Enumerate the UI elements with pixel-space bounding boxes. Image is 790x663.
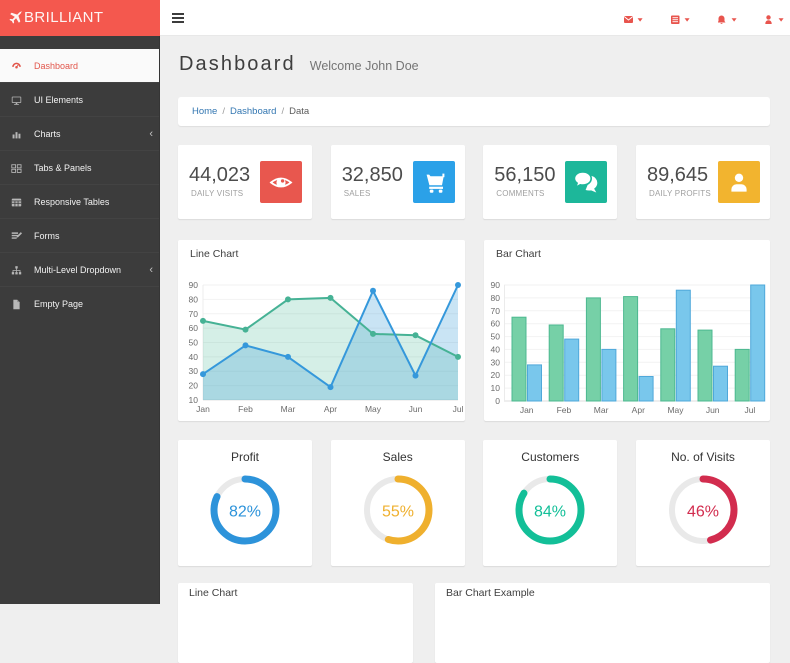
svg-text:10: 10 xyxy=(189,395,199,405)
svg-text:10: 10 xyxy=(491,383,501,393)
svg-text:Feb: Feb xyxy=(557,405,572,415)
svg-text:Apr: Apr xyxy=(324,404,337,414)
svg-text:May: May xyxy=(365,404,382,414)
svg-text:80: 80 xyxy=(491,293,501,303)
svg-text:84%: 84% xyxy=(534,504,566,521)
svg-text:Mar: Mar xyxy=(281,404,296,414)
svg-text:20: 20 xyxy=(491,370,501,380)
svg-text:30: 30 xyxy=(189,366,199,376)
svg-text:80: 80 xyxy=(189,294,199,304)
svg-text:Jul: Jul xyxy=(453,404,464,414)
svg-text:82%: 82% xyxy=(229,504,261,521)
svg-text:46%: 46% xyxy=(687,504,719,521)
svg-text:Feb: Feb xyxy=(238,404,253,414)
svg-text:50: 50 xyxy=(189,338,199,348)
svg-text:Jan: Jan xyxy=(196,404,210,414)
svg-text:Jun: Jun xyxy=(706,405,720,415)
svg-text:60: 60 xyxy=(189,323,199,333)
svg-text:Jan: Jan xyxy=(520,405,534,415)
svg-text:Jun: Jun xyxy=(409,404,423,414)
svg-text:0: 0 xyxy=(495,396,500,406)
svg-text:70: 70 xyxy=(491,306,501,316)
svg-text:40: 40 xyxy=(189,352,199,362)
svg-text:20: 20 xyxy=(189,381,199,391)
svg-text:30: 30 xyxy=(491,357,501,367)
svg-text:50: 50 xyxy=(491,332,501,342)
svg-text:55%: 55% xyxy=(382,504,414,521)
svg-text:90: 90 xyxy=(491,280,501,290)
svg-text:May: May xyxy=(667,405,684,415)
svg-text:Apr: Apr xyxy=(632,405,645,415)
svg-text:Mar: Mar xyxy=(594,405,609,415)
svg-text:60: 60 xyxy=(491,319,501,329)
svg-text:40: 40 xyxy=(491,344,501,354)
svg-text:Jul: Jul xyxy=(744,405,755,415)
svg-text:70: 70 xyxy=(189,309,199,319)
svg-text:90: 90 xyxy=(189,280,199,290)
